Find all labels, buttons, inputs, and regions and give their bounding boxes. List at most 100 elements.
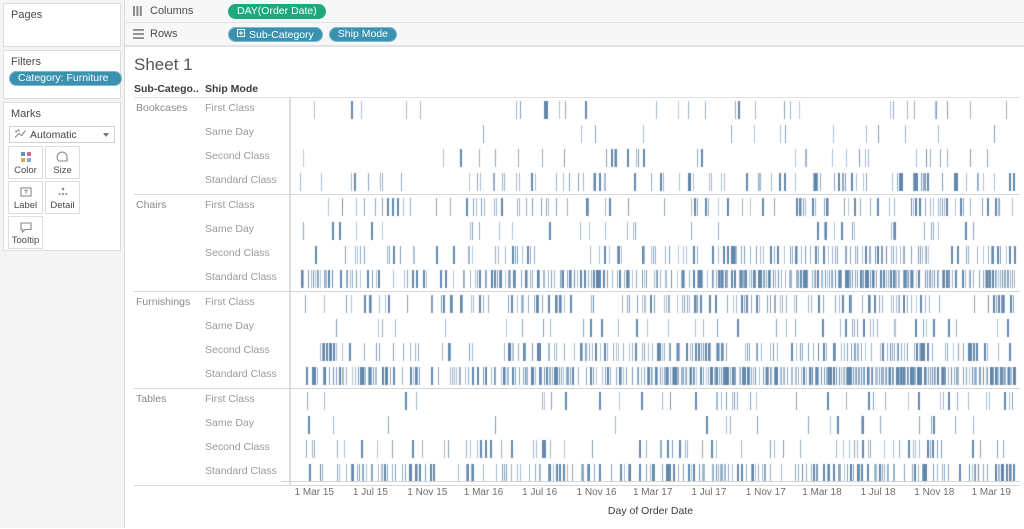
- row-plot[interactable]: [290, 243, 1020, 267]
- chart-row: First Class: [134, 292, 1020, 316]
- row-label-standard-class: Standard Class: [205, 368, 277, 380]
- axis-tick: 1 Nov 18: [914, 487, 955, 498]
- group-rows: First Class Same Day Second Class Standard …: [134, 389, 1020, 485]
- worksheet-view: Sheet 1 Sub-Catego.. Ship Mode Bookcases…: [125, 46, 1024, 528]
- row-plot[interactable]: [290, 98, 1020, 122]
- row-plot[interactable]: [290, 267, 1020, 291]
- group-label-furnishings: Furnishings: [136, 296, 191, 308]
- row-label-second-class: Second Class: [205, 150, 270, 162]
- chart-row: Second Class: [134, 437, 1020, 461]
- chart-group: Chairs First Class Same Day Second Class Sta…: [134, 195, 1020, 292]
- row-plot[interactable]: [290, 389, 1020, 413]
- chart-row: Same Day: [134, 122, 1020, 146]
- marks-detail-button[interactable]: Detail: [45, 181, 80, 214]
- pill-day-order-date[interactable]: DAY(Order Date): [228, 3, 326, 19]
- axis-tick: 1 Jul 15: [352, 487, 388, 498]
- row-label-second-class: Second Class: [205, 344, 270, 356]
- chart-row: Standard Class: [134, 364, 1020, 388]
- columns-shelf[interactable]: Columns DAY(Order Date): [125, 0, 1024, 23]
- marks-size-button[interactable]: Size: [45, 146, 80, 179]
- detail-icon: [56, 185, 70, 200]
- rows-icon: [131, 29, 145, 39]
- rows-shelf-pills: Sub-Category Ship Mode: [228, 26, 397, 42]
- marks-color-button[interactable]: Color: [8, 146, 43, 179]
- mark-type-label: Automatic: [30, 128, 77, 141]
- axis-line: [281, 481, 1020, 482]
- axis-tick: 1 Nov 17: [745, 487, 786, 498]
- row-header-separator: [289, 195, 290, 291]
- axis-tick: 1 Jul 16: [522, 487, 558, 498]
- x-axis: 1 Mar 15 1 Jul 15 1 Nov 15 1 Mar 16 1 Jul 16…: [134, 481, 1020, 529]
- pill-ship-mode[interactable]: Ship Mode: [328, 26, 397, 42]
- row-label-standard-class: Standard Class: [205, 465, 277, 477]
- chart-row: Same Day: [134, 219, 1020, 243]
- axis-tick: 1 Mar 17: [632, 487, 673, 498]
- axis-tick: 1 Jul 18: [860, 487, 896, 498]
- axis-tick: 1 Nov 15: [407, 487, 448, 498]
- axis-tick: 1 Mar 15: [294, 487, 334, 498]
- chart-row: Second Class: [134, 340, 1020, 364]
- group-rows: First Class Same Day Second Class Standard …: [134, 292, 1020, 388]
- expand-plus-icon[interactable]: [237, 27, 245, 42]
- pages-card[interactable]: Pages: [3, 3, 121, 47]
- row-label-standard-class: Standard Class: [205, 271, 277, 283]
- header-ship-mode: Ship Mode: [205, 83, 259, 95]
- row-plot[interactable]: [290, 340, 1020, 364]
- chart-row: First Class: [134, 195, 1020, 219]
- chart-row: First Class: [134, 98, 1020, 122]
- row-plot[interactable]: [290, 146, 1020, 170]
- chart-row: Same Day: [134, 413, 1020, 437]
- chart-group: Tables First Class Same Day Second Class Sta…: [134, 389, 1020, 486]
- row-label-first-class: First Class: [205, 393, 255, 405]
- row-plot[interactable]: [290, 170, 1020, 194]
- marks-card-title: Marks: [11, 108, 41, 120]
- row-header-separator: [289, 98, 290, 194]
- chart-row: Second Class: [134, 146, 1020, 170]
- mark-type-dropdown[interactable]: Automatic: [9, 126, 115, 143]
- color-icon: [19, 150, 33, 165]
- marks-tooltip-button[interactable]: Tooltip: [8, 216, 43, 249]
- row-plot[interactable]: [290, 219, 1020, 243]
- columns-icon: [131, 6, 145, 16]
- row-plot[interactable]: [290, 413, 1020, 437]
- axis-tick: 1 Jul 17: [691, 487, 727, 498]
- chart-row: Second Class: [134, 243, 1020, 267]
- axis-tick: 1 Mar 16: [463, 487, 504, 498]
- filters-card[interactable]: Filters Category: Furniture: [3, 50, 122, 99]
- marks-label-button[interactable]: Label: [8, 181, 43, 214]
- chart-row: First Class: [134, 389, 1020, 413]
- row-plot[interactable]: [290, 364, 1020, 388]
- chart-group: Bookcases First Class Same Day Second Class…: [134, 98, 1020, 195]
- row-plot[interactable]: [290, 437, 1020, 461]
- field-header-row: Sub-Catego.. Ship Mode: [134, 83, 1020, 97]
- header-sub-category: Sub-Catego..: [134, 83, 199, 95]
- rows-shelf-label: Rows: [150, 28, 178, 40]
- group-label-tables: Tables: [136, 393, 167, 405]
- label-icon: [19, 185, 33, 200]
- row-plot[interactable]: [290, 195, 1020, 219]
- row-label-same-day: Same Day: [205, 223, 255, 235]
- shelf-area: Columns DAY(Order Date) Rows: [125, 0, 1024, 46]
- rows-shelf[interactable]: Rows Sub-Category Ship Mode: [125, 23, 1024, 46]
- page-title: Sheet 1: [134, 55, 193, 74]
- marks-tooltip-label: Tooltip: [11, 234, 40, 246]
- row-plot[interactable]: [290, 316, 1020, 340]
- chart-row: Standard Class: [134, 267, 1020, 291]
- columns-shelf-pills: DAY(Order Date): [228, 3, 326, 19]
- group-label-chairs: Chairs: [136, 199, 167, 211]
- marks-size-label: Size: [53, 164, 72, 176]
- row-label-first-class: First Class: [205, 199, 255, 211]
- filter-pill-category[interactable]: Category: Furniture: [9, 71, 122, 86]
- row-label-standard-class: Standard Class: [205, 174, 277, 186]
- left-sidebar: Pages Filters Category: Furniture Marks …: [0, 0, 125, 528]
- pages-card-title: Pages: [11, 9, 43, 21]
- row-label-same-day: Same Day: [205, 126, 255, 138]
- chevron-down-icon[interactable]: [103, 132, 109, 137]
- chart-row: Same Day: [134, 316, 1020, 340]
- row-plot[interactable]: [290, 122, 1020, 146]
- marks-card: Marks Automatic: [3, 102, 121, 251]
- row-plot[interactable]: [290, 292, 1020, 316]
- pill-sub-category[interactable]: Sub-Category: [228, 26, 323, 42]
- row-label-second-class: Second Class: [205, 441, 270, 453]
